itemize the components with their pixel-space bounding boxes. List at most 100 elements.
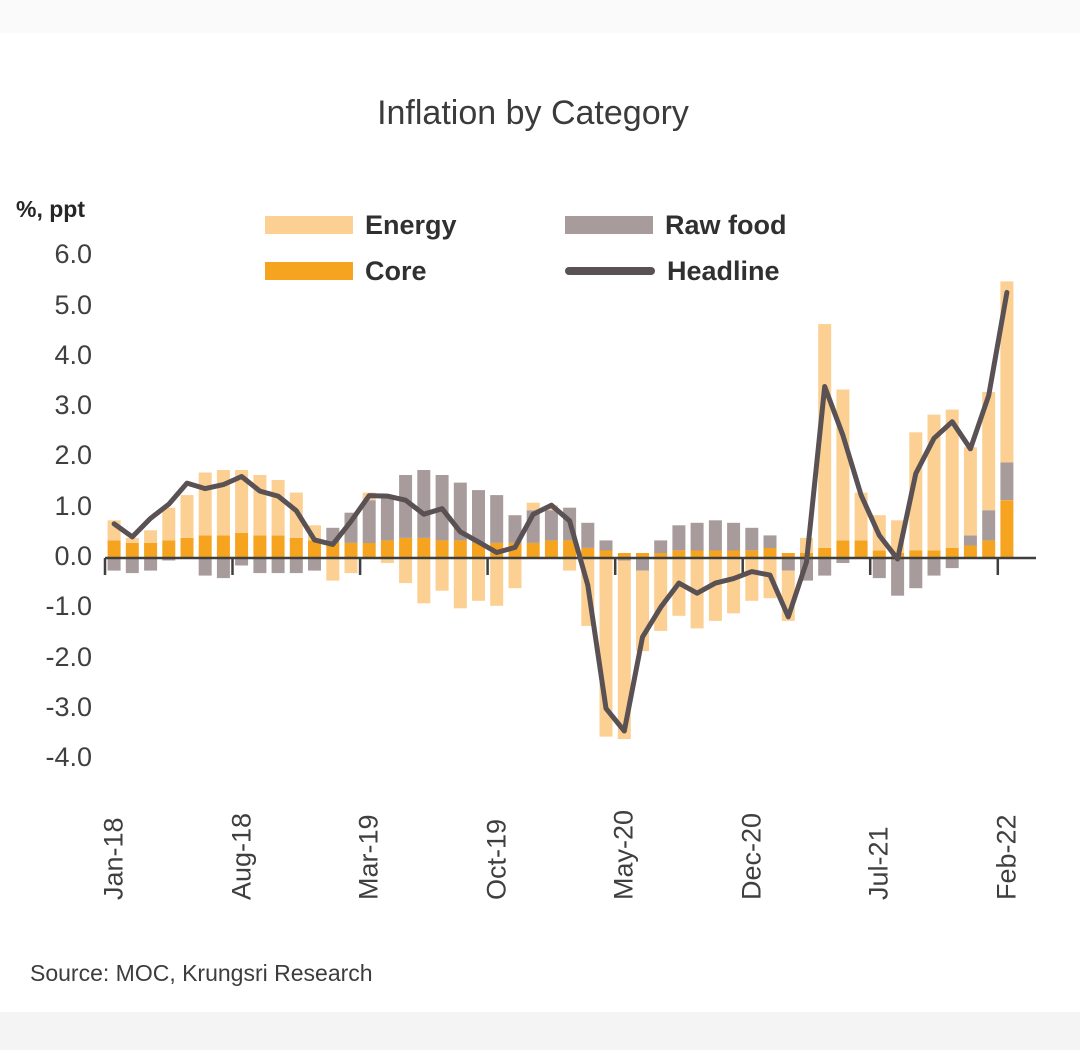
- bar-raw-food-Jan-18: [107, 558, 121, 571]
- bar-core-Feb-22: [1000, 500, 1014, 558]
- legend-item-core: Core: [265, 255, 427, 286]
- bar-energy-Dec-21: [963, 447, 977, 536]
- bar-energy-Feb-22: [1000, 281, 1014, 463]
- bar-core-Oct-20: [708, 550, 722, 558]
- bar-core-Mar-18: [144, 542, 158, 558]
- bottom-strip: [0, 1012, 1080, 1050]
- bar-raw-food-Dec-21: [963, 535, 977, 546]
- x-axis-group: [103, 556, 1036, 575]
- bar-energy-Jul-19: [435, 558, 449, 591]
- y-tick-label-1.0: 1.0: [54, 490, 92, 521]
- bar-core-Jan-22: [982, 540, 996, 558]
- bar-raw-food-Feb-22: [1000, 462, 1014, 501]
- bar-core-Jul-20: [654, 553, 668, 558]
- bar-core-Mar-19: [362, 542, 376, 558]
- bar-raw-food-Sep-20: [690, 522, 704, 551]
- bar-raw-food-Mar-19: [362, 500, 376, 543]
- bar-raw-food-Apr-21: [818, 558, 832, 576]
- x-tick-label-Aug-18: Aug-18: [226, 812, 257, 900]
- bar-raw-food-Jun-20: [636, 558, 649, 571]
- bar-energy-Jul-18: [216, 470, 230, 536]
- bar-energy-Feb-20: [563, 558, 577, 571]
- bar-core-Feb-19: [344, 542, 358, 558]
- bar-energy-Apr-18: [162, 507, 176, 541]
- bar-core-Jul-19: [435, 540, 449, 558]
- bar-raw-food-Apr-19: [380, 495, 394, 541]
- bar-energy-Jul-20: [654, 558, 668, 631]
- y-tick-label-3.0: 3.0: [54, 390, 92, 421]
- y-tick-label--2.0: -2.0: [45, 641, 92, 672]
- x-tick-label-Feb-22: Feb-22: [991, 814, 1022, 900]
- bar-energy-Nov-20: [727, 558, 741, 614]
- bar-energy-May-20: [617, 560, 631, 740]
- bar-raw-food-Aug-21: [891, 558, 905, 596]
- y-tick-label--4.0: -4.0: [45, 742, 92, 773]
- y-tick-label--3.0: -3.0: [45, 692, 92, 723]
- bar-raw-food-Nov-21: [945, 558, 959, 569]
- bar-energy-Dec-19: [526, 502, 540, 511]
- bar-core-Jun-19: [417, 537, 431, 558]
- bar-core-Oct-21: [927, 550, 941, 558]
- headline-line-group: [111, 289, 1010, 734]
- x-tick-label-Oct-19: Oct-19: [481, 818, 512, 900]
- x-tick-label-May-20: May-20: [608, 809, 639, 900]
- bar-raw-food-Oct-20: [708, 520, 722, 551]
- bar-core-May-20: [617, 553, 631, 558]
- bar-energy-Apr-19: [380, 558, 394, 563]
- bar-core-Dec-19: [526, 542, 540, 558]
- bar-core-Jan-21: [763, 547, 777, 558]
- bar-energy-Feb-19: [344, 558, 358, 574]
- bar-energy-Jun-18: [198, 472, 212, 536]
- bar-raw-food-Jul-18: [216, 558, 230, 579]
- bar-core-Aug-20: [672, 550, 686, 558]
- bar-raw-food-Oct-18: [271, 558, 285, 574]
- bar-core-Dec-20: [745, 550, 759, 558]
- bar-energy-Oct-18: [271, 480, 285, 536]
- x-tick-label-Jul-21: Jul-21: [863, 826, 894, 900]
- bar-core-Nov-20: [727, 550, 741, 558]
- bar-energy-Sep-19: [472, 558, 485, 601]
- headline-line-swatch-icon: [565, 267, 655, 275]
- bar-raw-food-May-19: [399, 475, 413, 538]
- bar-core-Jun-18: [198, 535, 212, 558]
- bar-raw-food-Mar-18: [144, 558, 158, 571]
- bar-core-Feb-21: [781, 553, 795, 558]
- bar-raw-food-Jun-19: [417, 470, 431, 538]
- bar-core-Mar-20: [581, 547, 595, 558]
- bar-core-May-18: [180, 537, 194, 558]
- bar-core-Jun-21: [854, 540, 868, 558]
- bar-raw-food-Aug-20: [672, 525, 686, 551]
- bar-raw-food-Nov-19: [508, 515, 522, 543]
- bar-raw-food-Aug-18: [235, 558, 249, 566]
- bar-energy-Oct-19: [490, 558, 504, 606]
- bar-raw-food-May-21: [836, 558, 850, 563]
- legend-item-energy: Energy: [265, 209, 457, 240]
- top-strip: [0, 0, 1080, 33]
- bar-core-Sep-18: [253, 535, 267, 558]
- bar-core-Jan-18: [107, 540, 121, 558]
- bar-core-Dec-18: [308, 540, 321, 558]
- bar-core-Oct-18: [271, 535, 285, 558]
- bar-core-Nov-21: [945, 547, 959, 558]
- bar-energy-Oct-20: [708, 558, 722, 621]
- legend-item-headline: Headline: [565, 255, 780, 286]
- raw-food-swatch-icon: [565, 216, 653, 234]
- headline-line: [111, 289, 1010, 734]
- bar-energy-Nov-21: [945, 409, 959, 548]
- bar-energy-May-19: [399, 558, 413, 584]
- bar-energy-Jun-19: [417, 558, 431, 604]
- bar-core-Sep-20: [690, 550, 704, 558]
- bar-energy-Aug-19: [453, 558, 467, 609]
- legend-label-energy: Energy: [365, 209, 457, 240]
- bar-energy-Aug-18: [235, 470, 249, 533]
- bar-raw-food-Jan-20: [544, 510, 558, 541]
- bar-energy-Jan-19: [326, 558, 340, 581]
- y-tick-label-0.0: 0.0: [54, 541, 92, 572]
- bar-raw-food-Jul-20: [654, 540, 668, 553]
- bar-energy-May-21: [836, 389, 850, 541]
- bar-core-Aug-19: [453, 540, 467, 558]
- bar-core-Dec-21: [963, 545, 977, 558]
- legend-label-core: Core: [365, 255, 427, 286]
- legend-label-headline: Headline: [667, 255, 780, 286]
